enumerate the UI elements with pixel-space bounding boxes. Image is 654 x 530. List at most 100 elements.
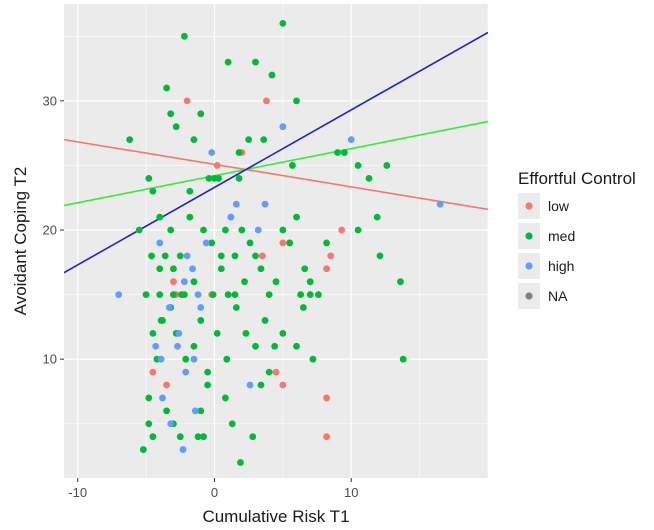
data-point-med	[231, 291, 239, 298]
data-point-med	[271, 342, 279, 350]
data-point-high	[194, 291, 202, 298]
data-point-high	[227, 213, 235, 221]
data-point-med	[301, 265, 309, 273]
data-point-med	[167, 110, 175, 118]
data-point-med	[149, 329, 157, 337]
data-point-high	[175, 329, 183, 337]
data-point-med	[142, 291, 150, 298]
data-point-high	[167, 420, 175, 428]
data-point-med	[197, 110, 205, 118]
data-point-low	[279, 239, 287, 247]
x-tick-label: 10	[344, 485, 358, 500]
data-point-med	[383, 162, 391, 169]
data-point-low	[323, 433, 331, 441]
data-point-med	[299, 304, 307, 311]
legend-label-NA: NA	[548, 288, 568, 304]
data-point-med	[139, 446, 147, 453]
data-point-low	[327, 252, 335, 260]
data-point-high	[202, 239, 210, 247]
data-point-med	[149, 433, 157, 441]
data-point-med	[245, 136, 253, 144]
data-point-high	[347, 136, 355, 144]
data-point-med	[161, 252, 169, 260]
data-point-med	[279, 226, 287, 234]
y-tick-label: 30	[43, 93, 57, 108]
data-point-med	[397, 278, 404, 286]
data-point-med	[211, 174, 218, 182]
data-point-med	[373, 213, 381, 221]
data-point-med	[365, 174, 373, 182]
data-point-med	[223, 355, 231, 363]
data-point-med	[194, 433, 202, 441]
data-point-med	[241, 278, 248, 286]
data-point-low	[163, 381, 170, 389]
data-point-med	[306, 278, 314, 286]
legend-swatch-NA	[525, 292, 533, 300]
panel-background	[64, 4, 488, 478]
data-point-med	[306, 291, 314, 298]
data-point-high	[197, 304, 205, 311]
data-point-med	[309, 355, 317, 363]
data-point-med	[252, 252, 259, 260]
data-point-med	[200, 226, 207, 234]
data-point-med	[156, 291, 164, 298]
data-point-med	[190, 136, 198, 144]
data-point-med	[376, 252, 384, 260]
data-point-high	[152, 342, 160, 350]
data-point-med	[163, 407, 170, 415]
data-point-med	[252, 342, 259, 350]
data-point-med	[176, 252, 184, 260]
data-point-med	[235, 149, 243, 156]
data-point-med	[252, 58, 259, 66]
data-point-low	[170, 278, 177, 286]
data-point-med	[148, 252, 155, 260]
data-point-high	[279, 123, 287, 131]
data-point-med	[204, 381, 212, 389]
data-point-med	[323, 239, 331, 247]
data-point-high	[180, 278, 188, 286]
data-point-med	[167, 226, 175, 234]
data-point-med	[246, 239, 254, 247]
data-point-med	[224, 291, 232, 298]
data-point-med	[257, 265, 265, 273]
legend-swatch-high	[525, 262, 533, 270]
data-point-med	[221, 226, 229, 234]
data-point-med	[145, 394, 153, 402]
data-point-high	[165, 304, 173, 311]
trend-line-low	[64, 138, 488, 211]
data-point-med	[354, 162, 362, 169]
data-point-med	[221, 394, 229, 402]
data-point-med	[156, 213, 164, 221]
data-point-med	[159, 317, 166, 324]
data-point-high	[182, 368, 190, 376]
legend-label-low: low	[548, 198, 570, 214]
data-point-low	[149, 368, 157, 376]
data-point-med	[197, 317, 205, 324]
y-axis-title: Avoidant Coping T2	[11, 167, 30, 316]
y-tick-label: 20	[43, 223, 57, 238]
data-point-med	[190, 342, 198, 350]
data-point-low	[263, 97, 270, 105]
legend: Effortful Control low med high NA	[518, 169, 636, 309]
data-point-med	[340, 149, 348, 156]
data-point-low	[338, 226, 346, 234]
data-point-med	[235, 174, 243, 182]
data-point-med	[293, 342, 300, 350]
data-point-med	[279, 329, 287, 337]
data-point-high	[436, 200, 444, 208]
data-point-med	[197, 407, 205, 415]
data-point-low	[323, 265, 331, 273]
data-point-high	[179, 446, 187, 453]
data-point-high	[156, 239, 164, 247]
data-point-med	[279, 19, 287, 27]
data-point-high	[261, 200, 269, 208]
data-point-high	[183, 252, 191, 260]
data-point-med	[126, 136, 134, 144]
data-point-med	[265, 291, 273, 298]
data-point-med	[228, 420, 236, 428]
legend-swatch-low	[525, 202, 533, 210]
data-point-med	[186, 187, 194, 195]
x-axis-title: Cumulative Risk T1	[202, 507, 349, 526]
data-point-med	[156, 265, 164, 273]
